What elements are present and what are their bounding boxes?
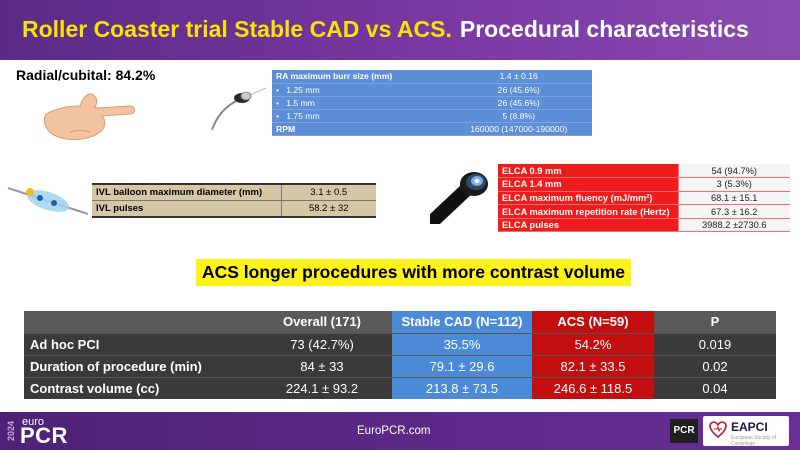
ra-table: RA maximum burr size (mm) 1.4 ± 0.16 • 1… bbox=[272, 70, 592, 136]
cell-acs: 54.2% bbox=[532, 332, 654, 355]
cell-p: 0.02 bbox=[654, 354, 776, 377]
table-row: Contrast volume (cc) 224.1 ± 93.2 213.8 … bbox=[24, 376, 776, 399]
elca-table: ELCA 0.9 mm 54 (94.7%) ELCA 1.4 mm 3 (5.… bbox=[498, 164, 790, 233]
elca-row-value: 3988.2 ±2730.6 bbox=[677, 218, 790, 233]
table-row: Duration of procedure (min) 84 ± 33 79.1… bbox=[24, 354, 776, 377]
elca-row-value: 54 (94.7%) bbox=[677, 164, 790, 179]
table-row: • 1.5 mm 26 (45.6%) bbox=[272, 96, 592, 110]
table-row: Ad hoc PCI 73 (42.7%) 35.5% 54.2% 0.019 bbox=[24, 332, 776, 355]
ra-row-label: RA maximum burr size (mm) bbox=[272, 70, 446, 84]
europcr-logo-text: PCR bbox=[20, 423, 68, 448]
ivl-row-value: 3.1 ± 0.5 bbox=[280, 184, 376, 201]
ivl-table: IVL balloon maximum diameter (mm) 3.1 ± … bbox=[92, 183, 376, 218]
ra-row-value: 160000 (147000-190000) bbox=[445, 122, 592, 136]
table-row: RPM 160000 (147000-190000) bbox=[272, 122, 592, 136]
ra-row-value: 26 (45.6%) bbox=[445, 96, 592, 110]
elca-row-label: ELCA maximum fluency (mJ/mm²) bbox=[498, 191, 678, 206]
column-header-acs: ACS (N=59) bbox=[532, 311, 654, 333]
footer-year: 2024 bbox=[6, 420, 16, 442]
cell-overall: 84 ± 33 bbox=[252, 354, 392, 377]
table-row: ELCA 1.4 mm 3 (5.3%) bbox=[498, 177, 790, 192]
eapci-logo-subtext: European Society of Cardiology bbox=[731, 435, 777, 447]
column-header-stable-cad: Stable CAD (N=112) bbox=[392, 311, 532, 333]
elca-row-value: 67.3 ± 16.2 bbox=[677, 204, 790, 219]
cell-overall: 224.1 ± 93.2 bbox=[252, 376, 392, 399]
table-row: ELCA maximum fluency (mJ/mm²) 68.1 ± 15.… bbox=[498, 191, 790, 206]
ivl-balloon-icon bbox=[7, 187, 89, 215]
table-row: ELCA 0.9 mm 54 (94.7%) bbox=[498, 164, 790, 179]
highlight-statement: ACS longer procedures with more contrast… bbox=[196, 259, 631, 286]
cell-p: 0.019 bbox=[654, 332, 776, 355]
slide-title: Roller Coaster trial Stable CAD vs ACS. P… bbox=[22, 16, 749, 43]
ra-row-label: • 1.25 mm bbox=[272, 83, 446, 97]
table-row: IVL balloon maximum diameter (mm) 3.1 ± … bbox=[92, 184, 376, 201]
elca-row-label: ELCA 1.4 mm bbox=[498, 177, 678, 192]
table-row: ELCA maximum repetition rate (Hertz) 67.… bbox=[498, 204, 790, 219]
row-label: Ad hoc PCI bbox=[24, 332, 252, 355]
main-results-table: Overall (171) Stable CAD (N=112) ACS (N=… bbox=[24, 311, 776, 399]
ra-row-label: • 1.75 mm bbox=[272, 109, 446, 123]
radial-cubital-label: Radial/cubital: 84.2% bbox=[16, 67, 156, 83]
ra-row-label: • 1.5 mm bbox=[272, 96, 446, 110]
ivl-row-label: IVL balloon maximum diameter (mm) bbox=[92, 184, 281, 201]
eapci-logo-text: EAPCI bbox=[731, 420, 768, 434]
pcr-logo: PCR bbox=[670, 419, 698, 443]
slide-footer: 2024 euro PCR EuroPCR.com PCR EAPCI Euro… bbox=[0, 412, 800, 450]
footer-url[interactable]: EuroPCR.com bbox=[357, 425, 431, 437]
table-row: IVL pulses 58.2 ± 32 bbox=[92, 200, 376, 218]
ivl-row-value: 58.2 ± 32 bbox=[280, 200, 376, 218]
elca-row-value: 68.1 ± 15.1 bbox=[677, 191, 790, 206]
cell-acs: 82.1 ± 33.5 bbox=[532, 354, 654, 377]
ra-row-label: RPM bbox=[272, 122, 446, 136]
table-row: • 1.75 mm 5 (8.8%) bbox=[272, 109, 592, 123]
slide-header: Roller Coaster trial Stable CAD vs ACS. P… bbox=[0, 0, 800, 60]
cell-acs: 246.6 ± 118.5 bbox=[532, 376, 654, 399]
cell-p: 0.04 bbox=[654, 376, 776, 399]
elca-row-label: ELCA pulses bbox=[498, 218, 678, 233]
elca-row-label: ELCA maximum repetition rate (Hertz) bbox=[498, 204, 678, 219]
column-header-overall: Overall (171) bbox=[252, 311, 392, 333]
table-header-row: Overall (171) Stable CAD (N=112) ACS (N=… bbox=[24, 311, 776, 333]
cell-overall: 73 (42.7%) bbox=[252, 332, 392, 355]
ra-row-value: 1.4 ± 0.16 bbox=[445, 70, 592, 84]
heart-icon bbox=[709, 421, 727, 439]
cell-stable-cad: 79.1 ± 29.6 bbox=[392, 354, 532, 377]
title-part-2: Procedural characteristics bbox=[459, 16, 749, 42]
ivl-row-label: IVL pulses bbox=[92, 200, 281, 218]
ra-row-value: 5 (8.8%) bbox=[445, 109, 592, 123]
europcr-logo-small-text: euro bbox=[22, 416, 45, 428]
cell-stable-cad: 35.5% bbox=[392, 332, 532, 355]
row-label: Duration of procedure (min) bbox=[24, 354, 252, 377]
ra-row-value: 26 (45.6%) bbox=[445, 83, 592, 97]
cell-stable-cad: 213.8 ± 73.5 bbox=[392, 376, 532, 399]
column-header bbox=[24, 311, 252, 333]
table-row: RA maximum burr size (mm) 1.4 ± 0.16 bbox=[272, 70, 592, 84]
hand-icon bbox=[43, 93, 135, 140]
eapci-logo: EAPCI European Society of Cardiology bbox=[703, 416, 789, 447]
table-row: ELCA pulses 3988.2 ±2730.6 bbox=[498, 218, 790, 233]
column-header-p: P bbox=[654, 311, 776, 333]
table-row: • 1.25 mm 26 (45.6%) bbox=[272, 83, 592, 97]
elca-row-value: 3 (5.3%) bbox=[677, 177, 790, 192]
rotablator-burr-icon bbox=[211, 87, 267, 131]
elca-catheter-icon bbox=[430, 172, 488, 224]
elca-row-label: ELCA 0.9 mm bbox=[498, 164, 678, 179]
title-part-1: Roller Coaster trial Stable CAD vs ACS. bbox=[22, 16, 452, 42]
row-label: Contrast volume (cc) bbox=[24, 376, 252, 399]
